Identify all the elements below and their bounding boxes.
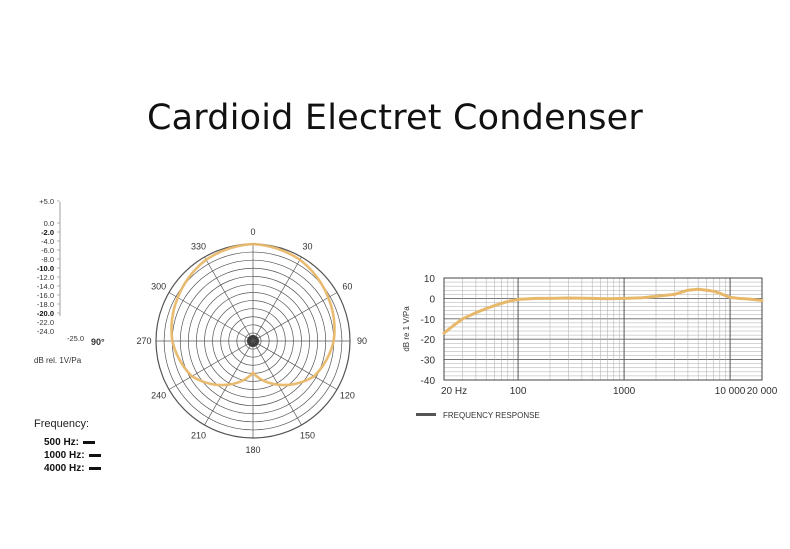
freq-y-tick-label: -10: [421, 315, 436, 326]
legend-4000hz: 4000 Hz:: [34, 462, 101, 475]
freq-legend-label: FREQUENCY RESPONSE: [443, 411, 540, 420]
frequency-legend-title: Frequency:: [34, 418, 90, 430]
freq-response-line: [442, 287, 764, 335]
polar-angle-label: 0: [250, 227, 255, 237]
polar-angle-label: 270: [136, 336, 151, 346]
polar-angle-label: 210: [191, 430, 206, 440]
polar-db-scale: +5.00.0-2.0-4.0-6.0-8.0-10.0-12.0-14.0-1…: [34, 197, 105, 365]
scale-unit-label: dB rel. 1V/Pa: [34, 356, 82, 365]
freq-x-tick-label: 10 000: [715, 386, 746, 397]
scale-label: -18.0: [37, 300, 54, 309]
freq-x-tick-label: 1000: [613, 386, 636, 397]
angle-indicator: 90°: [91, 337, 105, 347]
scale-label: 0.0: [44, 219, 54, 228]
legend-1000hz-label: 1000 Hz:: [44, 450, 85, 461]
polar-angle-label: 60: [342, 282, 352, 292]
polar-spoke: [252, 340, 302, 426]
scale-label: -24.0: [37, 327, 54, 336]
freq-x-tick-label: 20 000: [747, 386, 778, 397]
polar-spoke: [204, 256, 254, 342]
freq-y-tick-label: 10: [424, 274, 436, 285]
scale-label: -20.0: [37, 309, 54, 318]
scale-label: -2.0: [41, 228, 54, 237]
polar-angle-label: 180: [245, 445, 260, 455]
scale-label: -4.0: [41, 237, 54, 246]
scale-label: -10.0: [37, 264, 54, 273]
freq-plot-frame: [443, 277, 763, 381]
legend-4000hz-label: 4000 Hz:: [44, 463, 85, 474]
scale-label: -12.0: [37, 273, 54, 282]
polar-spoke: [204, 340, 254, 426]
page-title: Cardioid Electret Condenser: [147, 98, 643, 138]
polar-spoke: [252, 292, 338, 342]
scale-label: -25.0: [67, 334, 84, 343]
polar-angle-label: 240: [151, 391, 166, 401]
legend-1000hz-swatch: [88, 454, 101, 457]
scale-label: -22.0: [37, 318, 54, 327]
polar-angle-label: 330: [191, 242, 206, 252]
freq-x-tick-label: 20 Hz: [441, 386, 467, 397]
polar-angle-label: 30: [302, 242, 312, 252]
polar-spoke: [252, 256, 302, 342]
polar-response-curve: [170, 242, 336, 387]
freq-y-tick-label: -40: [421, 376, 436, 387]
polar-angle-label: 300: [151, 282, 166, 292]
freq-y-tick-label: -20: [421, 335, 436, 346]
freq-legend-swatch: [416, 413, 436, 416]
scale-label: -6.0: [41, 246, 54, 255]
scale-label: -14.0: [37, 282, 54, 291]
freq-y-tick-label: 0: [429, 294, 435, 305]
legend-500hz: 500 Hz:: [34, 436, 101, 449]
legend-500hz-label: 500 Hz:: [44, 437, 80, 448]
legend-500hz-swatch: [83, 441, 96, 444]
polar-spoke: [168, 292, 254, 342]
scale-label: -8.0: [41, 255, 54, 264]
polar-angle-label: 90: [357, 336, 367, 346]
freq-x-tick-label: 100: [510, 386, 527, 397]
polar-spoke: [168, 340, 254, 390]
polar-angle-label: 120: [340, 391, 355, 401]
scale-label: -16.0: [37, 291, 54, 300]
polar-angle-label: 150: [300, 430, 315, 440]
polar-pattern-chart: 0 30 60 90 120 150 180 210 240 270 300 330: [136, 227, 367, 455]
polar-spoke: [252, 340, 338, 390]
scale-label: +5.0: [39, 197, 54, 206]
legend-1000hz: 1000 Hz:: [34, 449, 101, 462]
freq-y-tick-label: -30: [421, 356, 436, 367]
polar-frequency-legend: Frequency: 500 Hz: 1000 Hz: 4000 Hz:: [34, 418, 101, 475]
legend-4000hz-swatch: [88, 467, 101, 470]
freq-y-axis-label: dB re 1 V/Pa: [402, 306, 411, 352]
